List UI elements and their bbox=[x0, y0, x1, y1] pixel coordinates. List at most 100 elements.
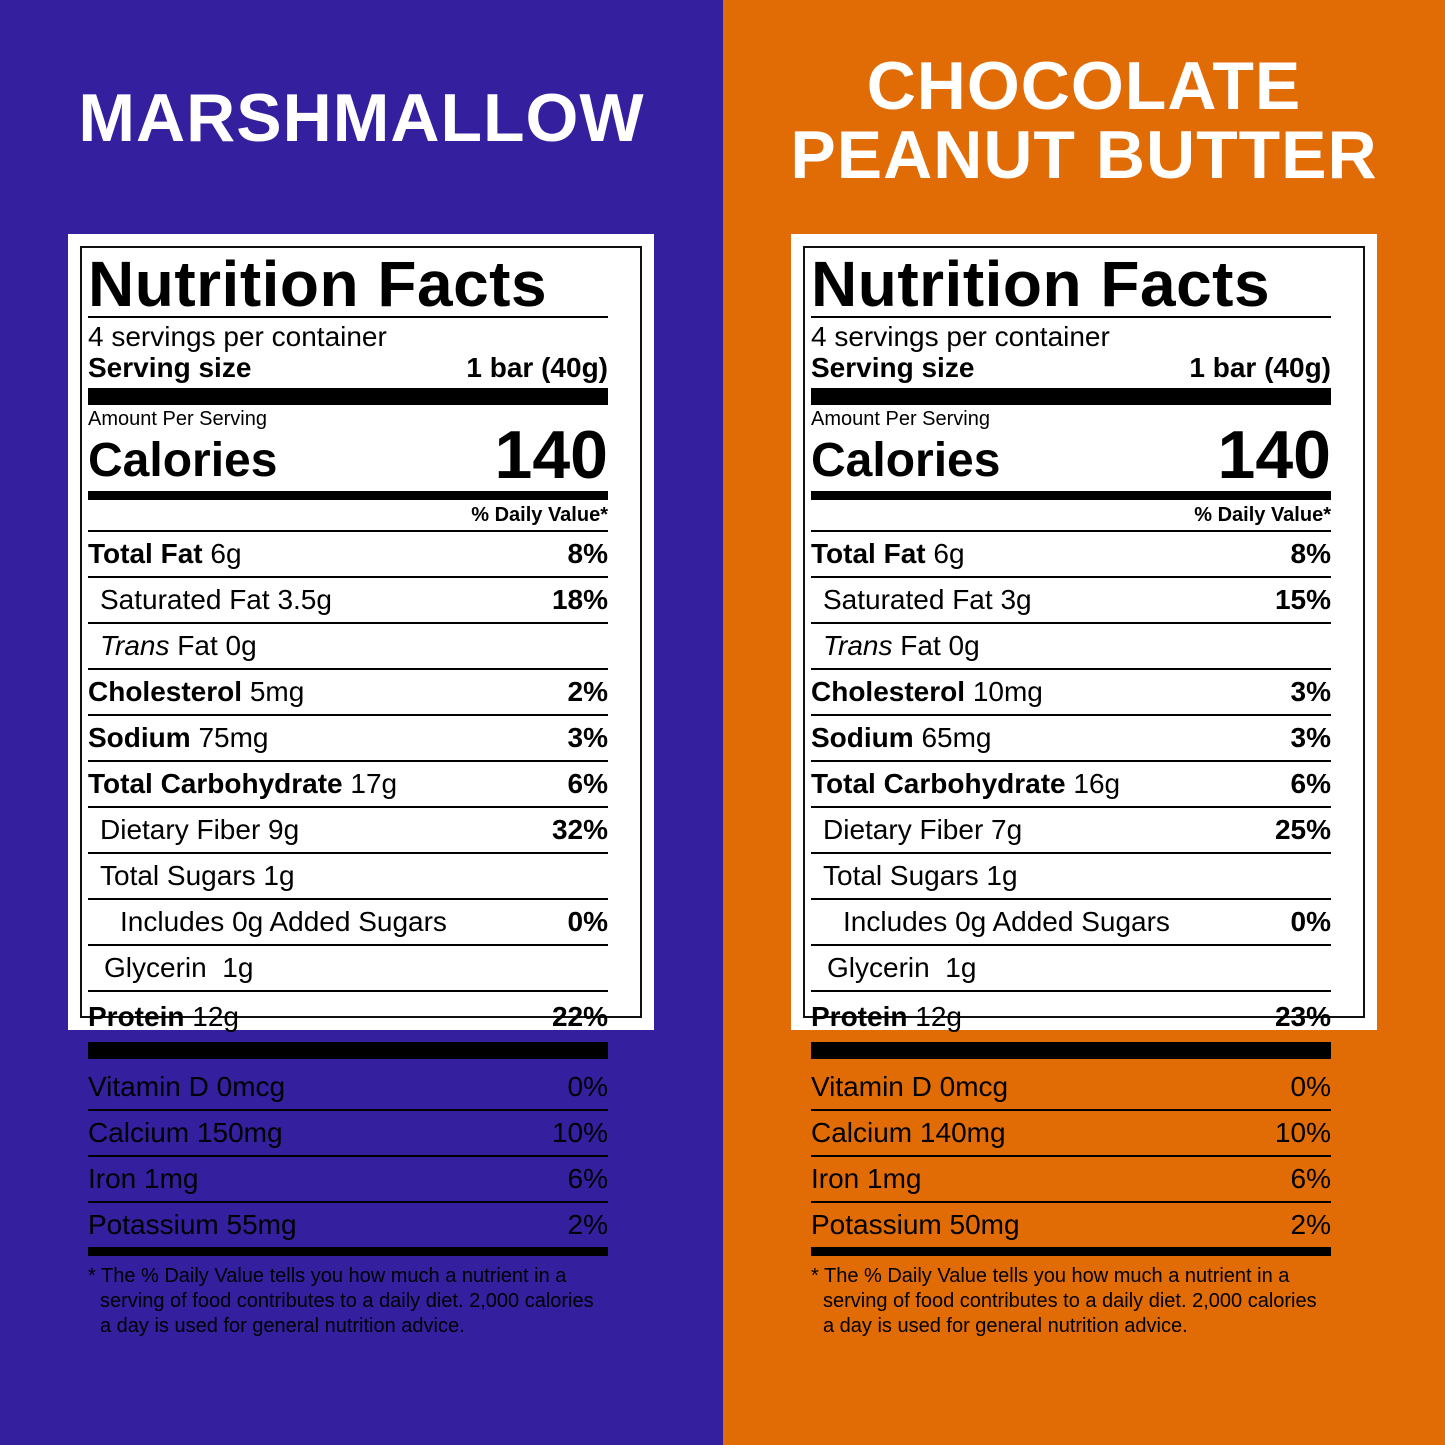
nutrient-name: Protein 12g bbox=[811, 1001, 962, 1032]
vitamin-name: Iron 1mg bbox=[811, 1163, 922, 1194]
amount-per-serving: Amount Per Serving bbox=[88, 408, 267, 430]
serving-size-label: Serving size bbox=[88, 352, 252, 383]
servings-per-container: 4 servings per container bbox=[88, 321, 387, 352]
vitamin-name: Calcium 140mg bbox=[811, 1117, 1006, 1148]
panel-marshmallow: MARSHMALLOW Nutrition Facts 4 servings p… bbox=[0, 0, 723, 1445]
calories-value: 140 bbox=[1217, 417, 1331, 493]
nutrient-dv: 3% bbox=[567, 722, 608, 753]
serving-size-value: 1 bar (40g) bbox=[466, 352, 608, 383]
nutrient-dv: 3% bbox=[1290, 722, 1331, 753]
daily-value-footnote: * The % Daily Value tells you how much a… bbox=[88, 1265, 594, 1337]
nutrient-dv: 6% bbox=[567, 768, 608, 799]
vitamin-name: Vitamin D 0mcg bbox=[811, 1071, 1009, 1102]
nutrient-name: Saturated Fat 3.5g bbox=[100, 584, 332, 615]
nutrient-name: Trans Fat 0g bbox=[100, 630, 257, 661]
nutrient-row-saturated-fat: Saturated Fat 3g 15% bbox=[811, 576, 1331, 622]
nutrient-name: Protein 12g bbox=[88, 1001, 239, 1032]
vitamin-row-iron: Iron 1mg 6% bbox=[811, 1155, 1331, 1201]
nutrient-row-cholesterol: Cholesterol 10mg 3% bbox=[811, 668, 1331, 714]
servings-per-container: 4 servings per container bbox=[811, 321, 1110, 352]
rule-thin bbox=[88, 316, 608, 318]
rule-thick bbox=[811, 388, 1331, 405]
nutrient-row-glycerin: Glycerin 1g bbox=[88, 944, 608, 990]
vitamin-row-vitamin-d: Vitamin D 0mcg 0% bbox=[88, 1065, 608, 1109]
flavor-title: MARSHMALLOW bbox=[0, 83, 723, 153]
nutrient-name: Cholesterol 10mg bbox=[811, 676, 1043, 707]
vitamin-row-calcium: Calcium 140mg 10% bbox=[811, 1109, 1331, 1155]
vitamin-name: Potassium 50mg bbox=[811, 1209, 1020, 1240]
nutrient-row-dietary-fiber: Dietary Fiber 9g 32% bbox=[88, 806, 608, 852]
nutrient-name: Sodium 65mg bbox=[811, 722, 992, 753]
nutrient-dv: 0% bbox=[567, 906, 608, 937]
vitamin-name: Vitamin D 0mcg bbox=[88, 1071, 286, 1102]
nutrient-row-total-fat: Total Fat 6g 8% bbox=[811, 530, 1331, 576]
vitamin-dv: 2% bbox=[567, 1209, 608, 1240]
vitamin-dv: 2% bbox=[1290, 1209, 1331, 1240]
nutrient-name: Total Sugars 1g bbox=[823, 860, 1018, 891]
nutrient-dv: 8% bbox=[567, 538, 608, 569]
vitamin-name: Iron 1mg bbox=[88, 1163, 199, 1194]
daily-value-footnote: * The % Daily Value tells you how much a… bbox=[811, 1265, 1317, 1337]
serving-size-value: 1 bar (40g) bbox=[1189, 352, 1331, 383]
rule-thick bbox=[88, 388, 608, 405]
nutrient-row-sodium: Sodium 75mg 3% bbox=[88, 714, 608, 760]
nutrient-name: Glycerin 1g bbox=[104, 952, 254, 983]
vitamin-row-vitamin-d: Vitamin D 0mcg 0% bbox=[811, 1065, 1331, 1109]
nutrition-label-border bbox=[80, 246, 642, 1018]
rule-medium bbox=[811, 491, 1331, 500]
serving-size-label: Serving size bbox=[811, 352, 975, 383]
serving-size-row: Serving size 1 bar (40g) bbox=[88, 352, 608, 384]
vitamin-name: Potassium 55mg bbox=[88, 1209, 297, 1240]
calories-label: Calories bbox=[811, 434, 1001, 487]
flavor-title-line2: PEANUT BUTTER bbox=[790, 117, 1378, 194]
serving-size-row: Serving size 1 bar (40g) bbox=[811, 352, 1331, 384]
daily-value-header: % Daily Value* bbox=[1194, 504, 1331, 526]
nutrient-row-total-carbohydrate: Total Carbohydrate 16g 6% bbox=[811, 760, 1331, 806]
nutrient-name: Glycerin 1g bbox=[827, 952, 977, 983]
nutrient-dv: 23% bbox=[1274, 1001, 1331, 1032]
nutrient-row-dietary-fiber: Dietary Fiber 7g 25% bbox=[811, 806, 1331, 852]
nutrient-dv: 22% bbox=[551, 1001, 608, 1032]
flavor-title-line1: CHOCOLATE bbox=[866, 48, 1302, 124]
nutrition-label-border bbox=[803, 246, 1365, 1018]
nutrient-name: Total Fat 6g bbox=[811, 538, 965, 569]
vitamin-dv: 10% bbox=[551, 1117, 608, 1148]
nutrition-label-card: Nutrition Facts 4 servings per container… bbox=[68, 234, 654, 1337]
nutrient-row-cholesterol: Cholesterol 5mg 2% bbox=[88, 668, 608, 714]
vitamin-row-potassium: Potassium 50mg 2% bbox=[811, 1201, 1331, 1247]
nutrient-dv: 8% bbox=[1290, 538, 1331, 569]
vitamin-dv: 0% bbox=[1290, 1071, 1331, 1102]
vitamin-dv: 6% bbox=[1290, 1163, 1331, 1194]
nutrient-row-total-sugars: Total Sugars 1g bbox=[811, 852, 1331, 898]
nutrition-label-card: Nutrition Facts 4 servings per container… bbox=[791, 234, 1377, 1337]
nutrition-facts-label: Nutrition Facts 4 servings per container… bbox=[88, 252, 608, 1339]
nutrient-row-added-sugars: Includes 0g Added Sugars 0% bbox=[88, 898, 608, 944]
nutrient-dv: 3% bbox=[1290, 676, 1331, 707]
nutrient-row-protein: Protein 12g 22% bbox=[88, 990, 608, 1042]
nutrient-name: Dietary Fiber 9g bbox=[100, 814, 300, 845]
rule-thick bbox=[811, 1042, 1331, 1059]
vitamin-dv: 6% bbox=[567, 1163, 608, 1194]
vitamin-dv: 0% bbox=[567, 1071, 608, 1102]
nutrition-facts-title: Nutrition Facts bbox=[811, 248, 1271, 320]
nutrient-dv: 15% bbox=[1274, 584, 1331, 615]
nutrient-name: Sodium 75mg bbox=[88, 722, 269, 753]
vitamin-name: Calcium 150mg bbox=[88, 1117, 283, 1148]
nutrition-facts-title: Nutrition Facts bbox=[88, 248, 548, 320]
nutrient-name: Total Carbohydrate 17g bbox=[88, 768, 398, 799]
nutrient-row-protein: Protein 12g 23% bbox=[811, 990, 1331, 1042]
calories-label: Calories bbox=[88, 434, 278, 487]
daily-value-header: % Daily Value* bbox=[471, 504, 608, 526]
nutrient-name: Dietary Fiber 7g bbox=[823, 814, 1023, 845]
nutrient-name: Total Carbohydrate 16g bbox=[811, 768, 1121, 799]
rule-thick bbox=[88, 1042, 608, 1059]
nutrient-name: Saturated Fat 3g bbox=[823, 584, 1032, 615]
nutrient-row-total-fat: Total Fat 6g 8% bbox=[88, 530, 608, 576]
vitamin-dv: 10% bbox=[1274, 1117, 1331, 1148]
vitamin-row-calcium: Calcium 150mg 10% bbox=[88, 1109, 608, 1155]
nutrient-name: Total Sugars 1g bbox=[100, 860, 295, 891]
nutrient-dv: 6% bbox=[1290, 768, 1331, 799]
nutrient-dv: 0% bbox=[1290, 906, 1331, 937]
nutrient-row-glycerin: Glycerin 1g bbox=[811, 944, 1331, 990]
nutrient-row-trans-fat: Trans Fat 0g bbox=[811, 622, 1331, 668]
